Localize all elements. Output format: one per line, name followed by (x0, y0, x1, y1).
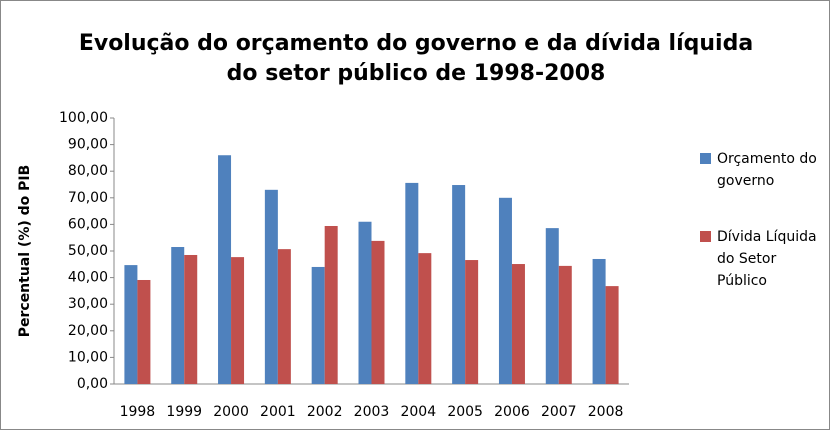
y-axis-label: Percentual (%) do PIB (17, 165, 33, 338)
y-tick-label: 80,00 (68, 163, 108, 179)
y-tick-label: 20,00 (68, 323, 108, 339)
bar (465, 260, 479, 384)
x-tick-label: 2006 (494, 404, 530, 420)
x-tick-label: 2001 (260, 404, 296, 420)
x-tick-label: 2003 (354, 404, 390, 420)
x-tick-label: 2007 (541, 404, 577, 420)
bar (124, 265, 138, 384)
bar (264, 189, 278, 384)
y-tick-label: 70,00 (68, 190, 108, 206)
bar (545, 228, 559, 384)
y-tick-label: 90,00 (68, 137, 108, 153)
y-tick-label: 60,00 (68, 216, 108, 232)
y-tick-label: 50,00 (68, 243, 108, 259)
bar (592, 258, 606, 384)
bar (184, 254, 198, 384)
bar (452, 185, 466, 384)
chart-title: Evolução do orçamento do governo e da dí… (78, 31, 754, 86)
bar (137, 279, 151, 384)
x-tick-label: 2004 (400, 404, 436, 420)
bar (498, 197, 512, 384)
x-tick-label: 2002 (307, 404, 343, 420)
y-tick-label: 10,00 (68, 349, 108, 365)
bar (171, 247, 185, 384)
bar (231, 257, 245, 384)
y-tick-label: 0,00 (77, 376, 108, 392)
legend-label: Dívida Líquida do Setor Público (717, 229, 817, 289)
bar (511, 264, 525, 384)
x-tick-label: 2000 (213, 404, 249, 420)
bar (405, 182, 419, 384)
x-tick-label: 1998 (120, 404, 156, 420)
bar (218, 155, 232, 384)
bar (277, 249, 291, 384)
legend-swatch (700, 231, 711, 242)
bar (358, 221, 372, 384)
x-tick-label: 2008 (588, 404, 624, 420)
x-tick-label: 1999 (166, 404, 202, 420)
legend-label: Orçamento do governo (717, 151, 817, 189)
y-tick-label: 40,00 (68, 270, 108, 286)
y-tick-label: 100,00 (59, 110, 108, 126)
x-tick-label: 2005 (447, 404, 483, 420)
bar (324, 225, 338, 384)
legend-swatch (700, 153, 711, 164)
bar (371, 240, 385, 384)
bar (605, 286, 619, 384)
bar (558, 265, 572, 384)
y-tick-label: 30,00 (68, 296, 108, 312)
bar (418, 253, 432, 384)
bar (311, 266, 325, 384)
